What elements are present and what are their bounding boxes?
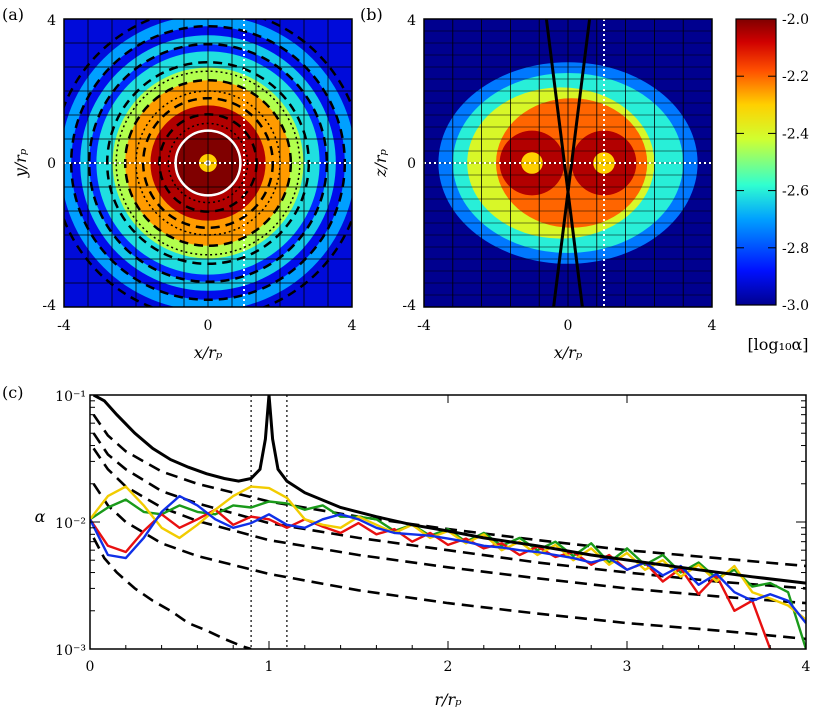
a-dotted-contour: [167, 122, 249, 204]
panel-c-axes: 0 1 2 3 4 10⁻¹ 10⁻² 10⁻³: [55, 389, 810, 675]
c-dashed-curve-4: [92, 537, 252, 649]
panel-b-ytick-bottom: -4: [402, 298, 416, 314]
colorbar-tick-label: -2.2: [782, 69, 809, 85]
panel-b-frame: [423, 18, 713, 308]
panel-a-ytick-bottom: -4: [42, 298, 56, 314]
b-cone-line: [552, 19, 592, 307]
panel-a-tag: (a): [2, 5, 24, 24]
panel-a-xtick-right: 4: [348, 318, 357, 334]
c-dashed-curve-1: [92, 432, 806, 590]
colorbar-gradient: [735, 18, 777, 306]
panel-b-ytick-mid: 0: [407, 156, 416, 172]
panel-a-xtick-mid: 0: [204, 318, 213, 334]
panel-b-grid: [424, 19, 712, 307]
panel-a-xlabel: x/rₚ: [194, 343, 223, 362]
panel-b: (b) 4 0 -4 -4 0 4 x/rₚ z/rₚ: [360, 5, 717, 362]
panel-c-plot: [90, 395, 806, 649]
colorbar-ticks: -2.0 -2.2 -2.4 -2.6 -2.8 -3.0: [736, 12, 809, 314]
panel-b-ytick-top: 4: [407, 13, 416, 29]
colorbar-label: [log₁₀α]: [747, 335, 808, 354]
colorbar-tick-label: -2.4: [782, 126, 809, 142]
a-dashed-contour: [105, 60, 311, 266]
panel-a-contours: [64, 19, 352, 307]
c-series-blue: [90, 494, 806, 624]
c-xtick-label: 4: [802, 659, 811, 675]
panel-a: (a) 4 0 -4 -4 0 4 x/rₚ y/rₚ: [2, 5, 357, 362]
panel-a-ytick-top: 4: [47, 13, 56, 29]
c-ytick-label: 10⁻²: [55, 516, 86, 532]
panel-c-ylabel: α: [35, 507, 46, 526]
colorbar-tick-label: -3.0: [782, 298, 809, 314]
c-xtick-label: 1: [265, 659, 274, 675]
c-series-red: [90, 508, 772, 649]
panel-c-tag: (c): [2, 383, 23, 402]
panel-b-ylabel: z/rₚ: [371, 148, 390, 177]
panel-c: 0 1 2 3 4 10⁻¹ 10⁻² 10⁻³ (c) r/rₚ α: [2, 383, 811, 709]
colorbar-tick-label: -2.8: [782, 241, 809, 257]
panel-b-xlabel: x/rₚ: [554, 343, 583, 362]
c-ytick-label: 10⁻¹: [55, 389, 86, 405]
colorbar-tick-label: -2.0: [782, 12, 809, 28]
panel-b-lines: [424, 19, 712, 307]
panel-b-xtick-mid: 0: [564, 318, 573, 334]
c-dashed-curve-2: [92, 447, 806, 605]
c-upper-envelope: [92, 395, 806, 585]
a-dashed-contour: [141, 96, 275, 230]
c-ytick-label: 10⁻³: [55, 643, 86, 659]
panel-a-xtick-left: -4: [57, 318, 71, 334]
c-dashed-curve-3: [92, 483, 806, 641]
panel-c-background: [90, 395, 806, 649]
panel-c-xlabel: r/rₚ: [434, 690, 462, 709]
panel-a-ylabel: y/rₚ: [11, 148, 30, 178]
c-xtick-label: 2: [444, 659, 453, 675]
c-dashed-curve-0: [92, 413, 806, 568]
panel-b-tag: (b): [360, 5, 383, 24]
a-dashed-contour: [87, 42, 329, 284]
colorbar: -2.0 -2.2 -2.4 -2.6 -2.8 -3.0 [log₁₀α]: [735, 12, 809, 354]
panel-a-frame: [63, 18, 353, 308]
c-xtick-label: 0: [86, 659, 95, 675]
panel-a-ytick-mid: 0: [47, 156, 56, 172]
c-xtick-label: 3: [623, 659, 632, 675]
panel-b-xtick-left: -4: [417, 318, 431, 334]
colorbar-tick-label: -2.6: [782, 184, 809, 200]
panel-b-xtick-right: 4: [708, 318, 717, 334]
